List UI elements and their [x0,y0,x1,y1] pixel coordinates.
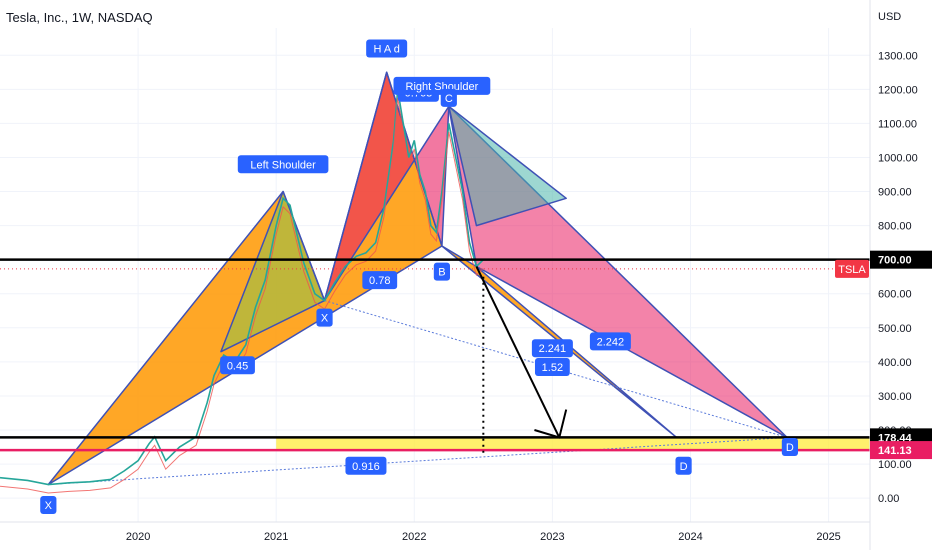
pattern-label-box [362,271,398,290]
pattern-label-box [440,88,457,107]
y-tick-label: 300.00 [878,391,912,403]
x-tick-label: 2023 [540,531,564,543]
price-tag-bg [870,441,932,460]
y-tick-label: 500.00 [878,323,912,335]
pattern-label-box [237,155,329,174]
x-tick-label: 2024 [678,531,702,543]
y-tick-label: 600.00 [878,289,912,301]
pattern-label-box [40,495,57,514]
ticker-tag: TSLA [838,264,866,276]
pattern-label-box [534,357,570,376]
pattern-label: 0.916 [352,461,380,473]
y-tick-label: 900.00 [878,187,912,199]
y-tick-label: 100.00 [878,459,912,471]
x-tick-label: 2021 [264,531,288,543]
pattern-label: X [45,500,53,512]
y-tick-label: 800.00 [878,221,912,233]
price-tag-bg [870,250,932,269]
pattern-teal-wedge [448,105,567,227]
pattern-label-box [433,262,451,281]
pattern-label-box [366,39,408,58]
y-tick-label: 1100.00 [878,118,917,130]
pattern-label: 1.52 [542,362,563,374]
price-line-low [0,97,484,494]
y-tick-label: 1300.00 [878,50,918,62]
price-line [0,89,484,486]
pattern-label-box [675,456,692,475]
chart-title: Tesla, Inc., 1W, NASDAQ [6,10,153,25]
price-tag: 700.00 [878,255,912,267]
target-zone [276,437,870,451]
pattern-label: 0.78 [369,275,390,287]
y-tick-label: 1200.00 [878,84,918,96]
pattern-label-box [589,332,631,351]
ticker-tag-bg [835,259,869,278]
pattern-label-box [316,308,333,327]
projection-arrow [475,266,561,438]
pattern-label-box [393,76,491,95]
pattern-label: 2.242 [597,336,625,348]
pattern-label: B [438,267,445,279]
pattern-label: D [786,442,794,454]
y-tick-label: 400.00 [878,357,912,369]
pattern-label: 2.241 [539,343,567,355]
price-tag: 141.13 [878,445,912,457]
pattern-label: H A d [374,43,400,55]
pattern-label: D [680,461,688,473]
y-tick-label: 1000.00 [878,152,918,164]
pattern-label-box [781,438,799,457]
pattern-label-box [345,456,387,475]
currency-label: USD [878,11,901,23]
pattern-label: X [321,313,329,325]
x-tick-label: 2022 [402,531,426,543]
projection-arrow-head [534,409,568,439]
pattern-label: Right Shoulder [406,81,479,93]
pattern-label-box [220,356,255,375]
y-tick-label: 0.00 [878,493,899,505]
pattern-green-shoulder [220,190,326,353]
pattern-label: 0.45 [227,360,248,372]
dotted-guide [48,437,788,486]
pattern-label: Left Shoulder [250,159,316,171]
x-tick-label: 2020 [126,531,150,543]
x-tick-label: 2025 [816,531,840,543]
pattern-label: C [445,93,453,105]
pattern-label-box [531,339,573,358]
